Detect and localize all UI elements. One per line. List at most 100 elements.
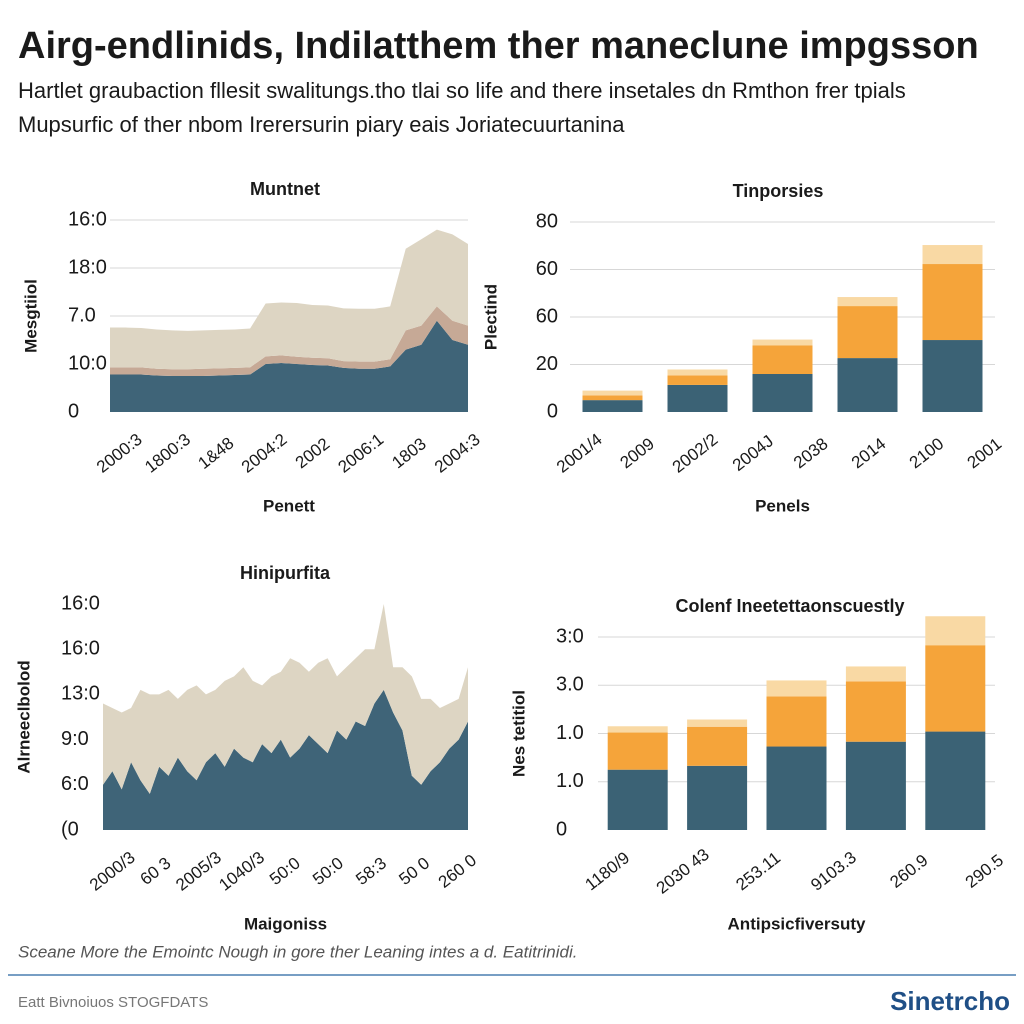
x-tick-label: 2004:2	[238, 430, 291, 477]
y-tick-label: 1.0	[556, 722, 584, 744]
y-tick-label: (0	[61, 818, 79, 840]
bar	[925, 616, 986, 646]
source: Eatt Bivnoiuos STOGFDATS	[18, 994, 208, 1011]
y-tick-label: 18:0	[68, 256, 107, 278]
y-tick-label: 3.0	[556, 674, 584, 696]
bar	[752, 339, 813, 346]
area	[103, 604, 468, 794]
bar	[752, 345, 813, 374]
x-tick-label: 260.9	[886, 851, 931, 892]
y-tick-label: 20	[536, 353, 558, 375]
bar	[667, 375, 728, 385]
x-tick-label: 2014	[848, 434, 890, 472]
y-axis-label: Nes tetitiol	[509, 690, 528, 777]
y-axis-label: Plectind	[481, 284, 500, 350]
area	[110, 320, 468, 412]
area	[103, 689, 468, 830]
bar	[582, 390, 643, 396]
y-tick-label: 13:0	[61, 683, 100, 705]
y-tick-label: 16:0	[68, 208, 107, 230]
x-tick-label: 2100	[906, 434, 948, 472]
x-tick-label: 50:0	[309, 854, 347, 889]
x-tick-label: 2004J	[729, 431, 777, 474]
x-tick-label: 2006:1	[334, 430, 387, 477]
y-tick-label: 3:0	[556, 625, 584, 647]
x-tick-label: 253.11	[732, 848, 784, 894]
x-tick-label: 1803	[388, 434, 430, 472]
x-axis-label: Maigoniss	[244, 914, 327, 933]
bar	[837, 306, 898, 359]
bar	[687, 765, 748, 830]
y-tick-label: 10:0	[68, 352, 107, 374]
bar	[752, 374, 813, 412]
x-tick-label: 2000/3	[86, 848, 139, 895]
y-axis-label: Alrneeclbolod	[14, 660, 33, 773]
bar	[687, 726, 748, 766]
y-tick-label: 7.0	[68, 304, 96, 326]
x-tick-label: 1040/3	[215, 848, 268, 895]
y-tick-label: 6:0	[61, 773, 89, 795]
bar	[845, 741, 906, 830]
bar	[922, 245, 983, 265]
area	[110, 306, 468, 376]
bar	[922, 340, 983, 412]
y-tick-label: 1.0	[556, 770, 584, 792]
bar	[837, 358, 898, 412]
chart-title: Muntnet	[250, 179, 320, 199]
bar	[607, 769, 668, 830]
x-tick-label: 58:3	[352, 854, 390, 889]
subtitle: Hartlet graubaction fllesit swalitungs.t…	[18, 78, 906, 103]
logo: Sinetrcho	[890, 986, 1010, 1016]
x-tick-label: 60 3	[137, 854, 175, 889]
bar	[925, 731, 986, 830]
bar	[766, 746, 827, 830]
bar	[766, 696, 827, 747]
bar	[845, 666, 906, 682]
chart-title: Tinporsies	[733, 181, 824, 201]
x-tick-label: 2002	[292, 434, 334, 472]
x-tick-label: 2001/4	[553, 430, 606, 477]
x-tick-label: 2009	[616, 434, 658, 472]
bar	[667, 369, 728, 376]
y-tick-label: 60	[536, 258, 558, 280]
subtitle: Mupsurfic of ther nbom Irerersurin piary…	[18, 112, 625, 137]
x-tick-label: 2002/2	[669, 430, 722, 477]
footnote: Sceane More the Emointc Nough in gore th…	[18, 942, 577, 961]
x-tick-label: 290.5	[962, 851, 1007, 892]
page-title: Airg-endlinids, Indilatthem ther maneclu…	[18, 25, 979, 67]
x-tick-label: 1180/9	[582, 848, 634, 894]
x-tick-label: 2030 43	[653, 845, 713, 898]
x-tick-label: 50 0	[395, 854, 433, 889]
x-tick-label: 2000:3	[93, 430, 146, 477]
bar	[667, 384, 728, 412]
bar	[837, 297, 898, 307]
bar	[922, 264, 983, 341]
x-tick-label: 9103.3	[807, 848, 860, 895]
x-tick-label: 50:0	[266, 854, 304, 889]
y-tick-label: 9:0	[61, 728, 89, 750]
bar	[766, 680, 827, 697]
bar	[845, 681, 906, 742]
y-tick-label: 0	[547, 400, 558, 422]
y-tick-label: 80	[536, 210, 558, 232]
x-tick-label: 1800:3	[141, 430, 194, 477]
bar	[607, 726, 668, 733]
x-tick-label: 2001	[964, 434, 1006, 472]
bar	[925, 645, 986, 732]
y-tick-label: 60	[536, 305, 558, 327]
bar	[607, 732, 668, 770]
x-axis-label: Antipsicfiversuty	[728, 914, 866, 933]
x-axis-label: Penett	[263, 496, 315, 515]
y-tick-label: 16:0	[61, 637, 100, 659]
y-tick-label: 16:0	[61, 592, 100, 614]
y-tick-label: 0	[556, 818, 567, 840]
x-axis-label: Penels	[755, 496, 810, 515]
y-tick-label: 0	[68, 400, 79, 422]
x-tick-label: 1&48	[194, 433, 237, 472]
y-axis-label: Mesgtiiol	[21, 279, 40, 353]
bar	[582, 395, 643, 401]
bar	[687, 719, 748, 727]
x-tick-label: 2038	[790, 434, 832, 472]
x-tick-label: 2005/3	[172, 848, 225, 895]
